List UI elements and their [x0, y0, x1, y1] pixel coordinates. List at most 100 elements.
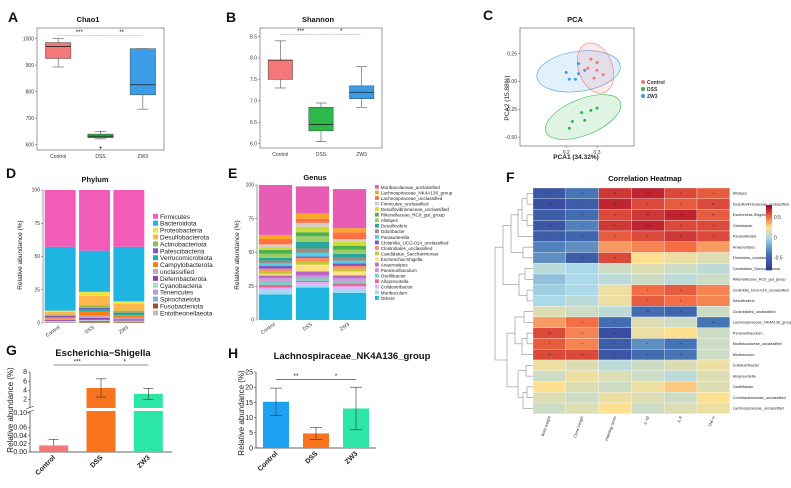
heatmap-cell [631, 241, 665, 253]
genus-bar-segment [258, 266, 293, 269]
heatmap-scale-step [766, 216, 772, 219]
phylum-legend-label: Actinobacteriota [160, 241, 207, 248]
heatmap-dendrogram-branch [517, 370, 526, 398]
genus-bar-segment [332, 280, 367, 284]
shannon-ytick-label: 6.0 [250, 141, 257, 147]
heatmap-scale-step [766, 252, 772, 255]
heatmap-col-label: Body weight [541, 415, 552, 437]
heatmap-dendrogram-branch [524, 268, 533, 280]
genus-legend-swatch [375, 262, 379, 267]
phylum-bar-segment [79, 311, 110, 316]
heatmap-scale-step [766, 218, 772, 221]
heatmap-dendrogram-branch [523, 311, 533, 323]
phylum-legend-swatch [153, 234, 158, 240]
escherichia-xtick-label: ZW3 [136, 454, 151, 469]
heatmap-scale-step [766, 205, 772, 208]
heatmap-cell [631, 263, 665, 275]
genus-legend-swatch [375, 190, 379, 195]
genus-bar-segment [332, 271, 367, 276]
phylum-legend-label: Desulfobacterota [160, 235, 210, 242]
heatmap-cell [598, 306, 632, 318]
pca-xtick-label: 0.3 [594, 150, 601, 156]
heatmap-row-label: Colidextribacter [733, 364, 760, 368]
phylum-bar-segment [44, 310, 76, 312]
heatmap-star: * [680, 224, 682, 228]
escherichia-ytick-label: 0.04 [13, 433, 27, 440]
genus-bar-segment [295, 284, 330, 288]
heatmap-star: ** [646, 214, 649, 218]
phylum-bar-segment [113, 303, 145, 311]
heatmap-star: ** [581, 257, 584, 261]
phylum-bar-segment [44, 317, 76, 318]
heatmap-star: * [680, 235, 682, 239]
genus-legend-label: Firmicutes_unclassified [381, 201, 429, 206]
heatmap-star: * [647, 235, 649, 239]
phylum-bar-segment [113, 319, 145, 321]
heatmap-cell [631, 327, 665, 339]
lachno-xtick-label: DSS [304, 450, 319, 465]
panel-label-c: C [483, 7, 493, 23]
genus-bar-segment [332, 245, 367, 250]
pca-xlabel: PCA1 (34.32%) [553, 154, 599, 161]
heatmap-cell [696, 402, 730, 414]
genus-bar-segment [258, 280, 293, 285]
heatmap-star: * [614, 235, 616, 239]
phylum-bar-segment [44, 315, 76, 318]
heatmap-star: ** [581, 192, 584, 196]
genus-bar-segment [258, 249, 293, 254]
heatmap-cell [565, 381, 599, 393]
genus-bar-segment [295, 287, 330, 320]
heatmap-col-label: Histology score [605, 416, 618, 442]
genus-bar-segment [258, 278, 293, 281]
pca-ytick-label: -0.25 [506, 107, 518, 113]
genus-legend-swatch [375, 279, 379, 284]
genus-bar-segment [332, 263, 367, 266]
heatmap-scale-step [766, 224, 772, 227]
phylum-bar-segment [113, 313, 145, 316]
heatmap-star: * [549, 343, 551, 347]
heatmap-scale-label: 0.5 [774, 215, 781, 221]
heatmap-scale-label: -0.5 [774, 256, 783, 262]
pca-legend-swatch-zw3 [641, 94, 645, 98]
heatmap-cell [565, 392, 599, 404]
genus-legend-swatch [375, 229, 379, 234]
heatmap-dendrogram-branch [518, 273, 527, 296]
genus-bar-segment [332, 283, 367, 287]
genus-ytick-label: 100 [246, 183, 255, 189]
escherichia-bar-dss-lower [86, 411, 116, 452]
genus-legend-swatch [375, 212, 379, 217]
genus-bar-segment [332, 286, 367, 289]
genus-bar-segment [332, 257, 367, 261]
shannon-xtick-label: Control [272, 152, 288, 158]
genus-bar-segment [258, 290, 293, 295]
phylum-bar-segment [113, 315, 145, 318]
heatmap-star: * [549, 192, 551, 196]
heatmap-star: * [581, 203, 583, 207]
heatmap-scale-step [766, 231, 772, 234]
chao1-box-zw3 [129, 48, 156, 96]
chao1-ytick-label: 1000 [23, 36, 34, 42]
genus-legend-label: Clostridia_UCG-014_unclassified [381, 240, 449, 245]
phylum-legend-label: unclassified [160, 269, 194, 276]
phylum-xtick-label: ZW3 [118, 325, 130, 336]
shannon-ytick-label: 7.5 [250, 77, 257, 83]
genus-legend-swatch [375, 268, 379, 273]
genus-bar-segment [258, 244, 293, 248]
heatmap-scale-step [766, 226, 772, 229]
heatmap-star: * [614, 343, 616, 347]
genus-bar-segment [295, 282, 330, 285]
heatmap-cell [565, 402, 599, 414]
escherichia-significance-label: * [123, 360, 126, 366]
escherichia-ytick-label: 0.06 [13, 425, 27, 432]
heatmap-scale-step [766, 229, 772, 232]
genus-bar-segment [295, 236, 330, 242]
heatmap-star: * [614, 321, 616, 325]
genus-bar-segment [258, 253, 293, 258]
heatmap-star: * [581, 332, 583, 336]
genus-legend-swatch [375, 273, 379, 278]
genus-legend-swatch [375, 223, 379, 228]
heatmap-dendrogram-branch [526, 386, 533, 398]
heatmap-cell [532, 306, 566, 318]
